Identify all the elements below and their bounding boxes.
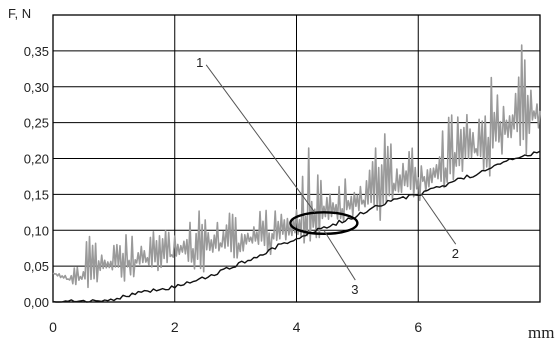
highlight-ellipse — [289, 211, 359, 236]
x-axis-label: mm — [528, 323, 554, 342]
annotation-leader-3 — [323, 229, 356, 281]
grid — [52, 14, 541, 303]
x-tick-label: 4 — [293, 319, 301, 335]
x-tick-label: 6 — [414, 319, 422, 335]
y-tick-label: 0,35 — [24, 44, 49, 59]
x-tick-label: 0 — [49, 319, 57, 335]
series-line-2 — [52, 150, 541, 303]
y-tick-label: 0,10 — [24, 223, 49, 238]
y-tick-label: 0,05 — [24, 259, 49, 274]
annotation-label-3: 3 — [351, 282, 358, 297]
y-tick-label: 0,15 — [24, 187, 49, 202]
annotation-leader-1 — [205, 64, 316, 213]
annotation-leader-2 — [420, 194, 457, 245]
tick-labels: 0,00 0,05 0,10 0,15 0,20 0,25 0,30 0,35 0 2 4 6 — [24, 44, 423, 335]
y-tick-label: 0,30 — [24, 80, 49, 95]
annotation-label-2: 2 — [452, 246, 459, 261]
series-line-1 — [52, 44, 541, 289]
series-layer — [52, 44, 541, 303]
y-tick-label: 0,25 — [24, 116, 49, 131]
y-tick-label: 0,00 — [24, 295, 49, 310]
x-tick-label: 2 — [171, 319, 179, 335]
annotations-layer: 1 2 3 — [196, 55, 459, 297]
y-axis-label: F, N — [8, 6, 31, 21]
annotation-label-1: 1 — [196, 55, 203, 70]
y-tick-label: 0,20 — [24, 152, 49, 167]
